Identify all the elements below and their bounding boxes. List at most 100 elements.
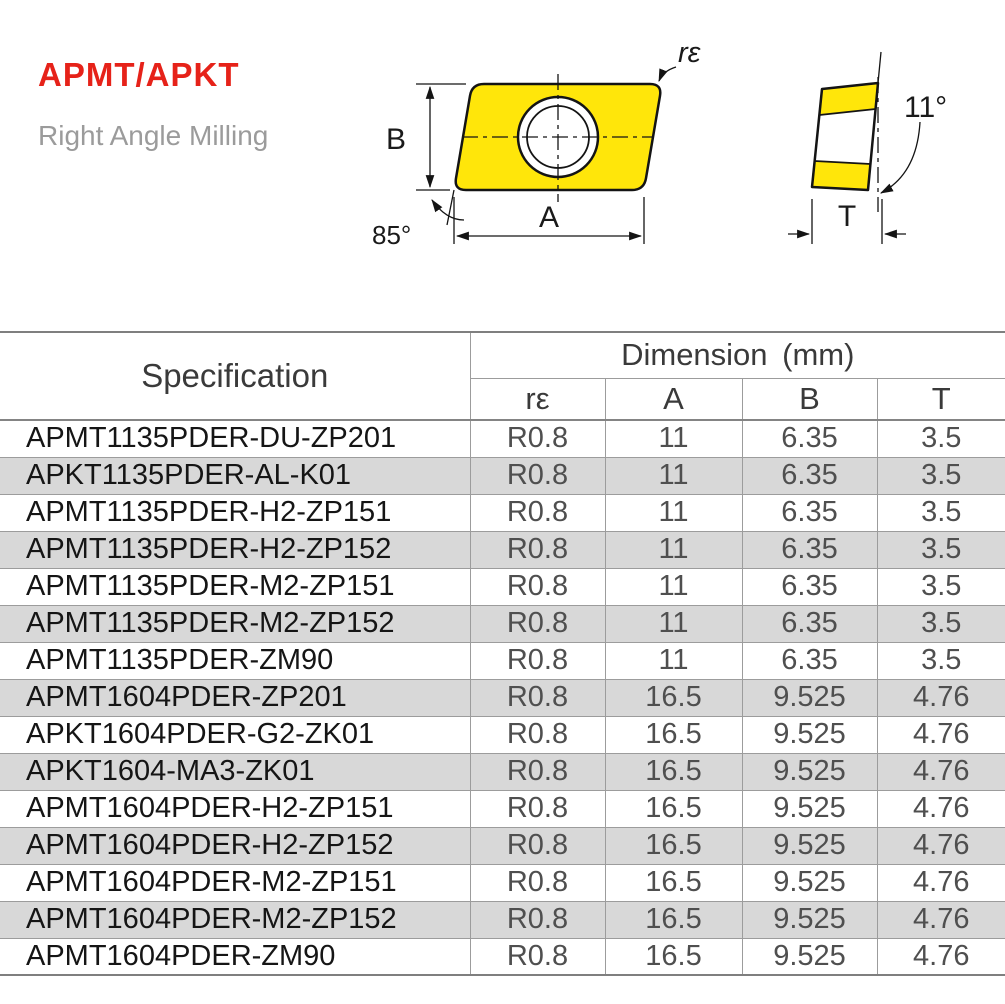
spec-cell: APMT1604PDER-H2-ZP152	[0, 826, 471, 865]
dim-cell-a: 16.5	[604, 937, 743, 976]
insert-side-view-diagram: 11° T	[788, 51, 947, 244]
dim-cell-a: 11	[604, 567, 743, 606]
table-row: APMT1604PDER-M2-ZP152 R0.8 16.5 9.525 4.76	[0, 900, 1005, 939]
dim-cell-re: R0.8	[469, 604, 606, 643]
dim-cell-a: 16.5	[604, 678, 743, 717]
b-label: B	[386, 123, 406, 156]
dim-cell-a: 11	[604, 604, 743, 643]
dim-cell-re: R0.8	[469, 419, 606, 458]
col-header-a: A	[604, 377, 743, 421]
spec-cell: APMT1135PDER-M2-ZP151	[0, 567, 471, 606]
table-row: APMT1135PDER-M2-ZP151 R0.8 11 6.35 3.5	[0, 567, 1005, 606]
dim-cell-re: R0.8	[469, 900, 606, 939]
dim-cell-a: 16.5	[604, 789, 743, 828]
dim-cell-re: R0.8	[469, 863, 606, 902]
series-subtitle: Right Angle Milling	[38, 120, 269, 151]
dim-cell-b: 9.525	[741, 937, 878, 976]
dim-cell-t: 4.76	[876, 863, 1005, 902]
dim-cell-a: 16.5	[604, 752, 743, 791]
table-row: APKT1135PDER-AL-K01 R0.8 11 6.35 3.5	[0, 456, 1005, 495]
dim-cell-a: 16.5	[604, 900, 743, 939]
col-header-t: T	[876, 377, 1005, 421]
dim-cell-a: 11	[604, 641, 743, 680]
dim-cell-a: 11	[604, 419, 743, 458]
header-section: APMT/APKT Right Angle Milling	[38, 56, 268, 152]
dim-cell-re: R0.8	[469, 678, 606, 717]
angle-11-arc	[880, 121, 921, 194]
dim-cell-t: 3.5	[876, 456, 1005, 495]
spec-table-head: Specification Dimension (mm) rε A B T	[0, 331, 1005, 421]
spec-cell: APMT1604PDER-ZM90	[0, 937, 471, 976]
table-row: APMT1135PDER-H2-ZP151 R0.8 11 6.35 3.5	[0, 493, 1005, 532]
dim-cell-b: 6.35	[741, 493, 878, 532]
table-row: APMT1604PDER-H2-ZP151 R0.8 16.5 9.525 4.76	[0, 789, 1005, 828]
edge-extension-line	[446, 189, 455, 226]
dim-cell-b: 9.525	[741, 863, 878, 902]
table-row: APKT1604-MA3-ZK01 R0.8 16.5 9.525 4.76	[0, 752, 1005, 791]
col-header-b: B	[741, 377, 878, 421]
angle-85-label: 85°	[372, 220, 411, 250]
dim-cell-b: 9.525	[741, 789, 878, 828]
spec-cell: APMT1135PDER-H2-ZP151	[0, 493, 471, 532]
angle-85-annotation: 85°	[372, 189, 465, 250]
dim-cell-re: R0.8	[469, 826, 606, 865]
dim-cell-b: 6.35	[741, 641, 878, 680]
dim-cell-b: 6.35	[741, 604, 878, 643]
spec-cell: APMT1604PDER-M2-ZP152	[0, 900, 471, 939]
side-bottom-face	[811, 160, 872, 191]
spec-cell: APMT1135PDER-DU-ZP201	[0, 419, 471, 458]
header-row-sub: rε A B T	[0, 377, 1005, 421]
dim-cell-re: R0.8	[469, 567, 606, 606]
table-row: APMT1604PDER-H2-ZP152 R0.8 16.5 9.525 4.76	[0, 826, 1005, 865]
dim-cell-re: R0.8	[469, 641, 606, 680]
t-label: T	[838, 200, 856, 233]
dim-cell-a: 16.5	[604, 826, 743, 865]
spec-cell: APMT1604PDER-M2-ZP151	[0, 863, 471, 902]
radius-leader-line	[658, 66, 677, 83]
dim-cell-b: 6.35	[741, 419, 878, 458]
header-row-main: Specification Dimension (mm)	[0, 331, 1005, 421]
dim-cell-re: R0.8	[469, 456, 606, 495]
spec-table: Specification Dimension (mm) rε A B T AP…	[0, 331, 1005, 976]
dim-cell-re: R0.8	[469, 493, 606, 532]
side-outline	[810, 81, 880, 192]
series-title: APMT/APKT	[38, 56, 240, 93]
dim-cell-t: 4.76	[876, 678, 1005, 717]
radius-label: rε	[678, 37, 702, 69]
spec-cell: APMT1135PDER-M2-ZP152	[0, 604, 471, 643]
dim-cell-t: 3.5	[876, 530, 1005, 569]
angle-85-arc	[431, 199, 465, 221]
spec-cell: APMT1135PDER-H2-ZP152	[0, 530, 471, 569]
t-dimension: T	[788, 199, 906, 244]
spec-cell: APMT1604PDER-H2-ZP151	[0, 789, 471, 828]
table-row: APMT1135PDER-M2-ZP152 R0.8 11 6.35 3.5	[0, 604, 1005, 643]
dim-cell-a: 16.5	[604, 715, 743, 754]
spec-column-header: Specification	[0, 331, 471, 421]
dim-cell-b: 6.35	[741, 456, 878, 495]
dim-cell-t: 4.76	[876, 752, 1005, 791]
dim-cell-b: 9.525	[741, 752, 878, 791]
dim-cell-a: 16.5	[604, 863, 743, 902]
dim-cell-a: 11	[604, 456, 743, 495]
dim-cell-re: R0.8	[469, 530, 606, 569]
spec-table-body: APMT1135PDER-DU-ZP201 R0.8 11 6.35 3.5 APKT11…	[0, 419, 1005, 976]
dim-cell-b: 6.35	[741, 567, 878, 606]
b-dimension: B	[386, 83, 466, 191]
dim-cell-t: 3.5	[876, 493, 1005, 532]
table-row: APMT1604PDER-M2-ZP151 R0.8 16.5 9.525 4.76	[0, 863, 1005, 902]
dim-cell-a: 11	[604, 493, 743, 532]
col-header-re: rε	[469, 377, 606, 421]
dim-cell-re: R0.8	[469, 715, 606, 754]
dim-cell-t: 4.76	[876, 826, 1005, 865]
a-dimension: A	[453, 197, 645, 244]
dim-cell-t: 4.76	[876, 937, 1005, 976]
corner-radius-annotation: rε	[658, 37, 702, 83]
edge-extension-up	[877, 51, 882, 84]
dim-cell-t: 4.76	[876, 900, 1005, 939]
spec-cell: APMT1135PDER-ZM90	[0, 641, 471, 680]
dim-cell-t: 3.5	[876, 641, 1005, 680]
dim-cell-b: 9.525	[741, 678, 878, 717]
angle-11-annotation: 11°	[877, 51, 947, 212]
dim-cell-t: 3.5	[876, 419, 1005, 458]
